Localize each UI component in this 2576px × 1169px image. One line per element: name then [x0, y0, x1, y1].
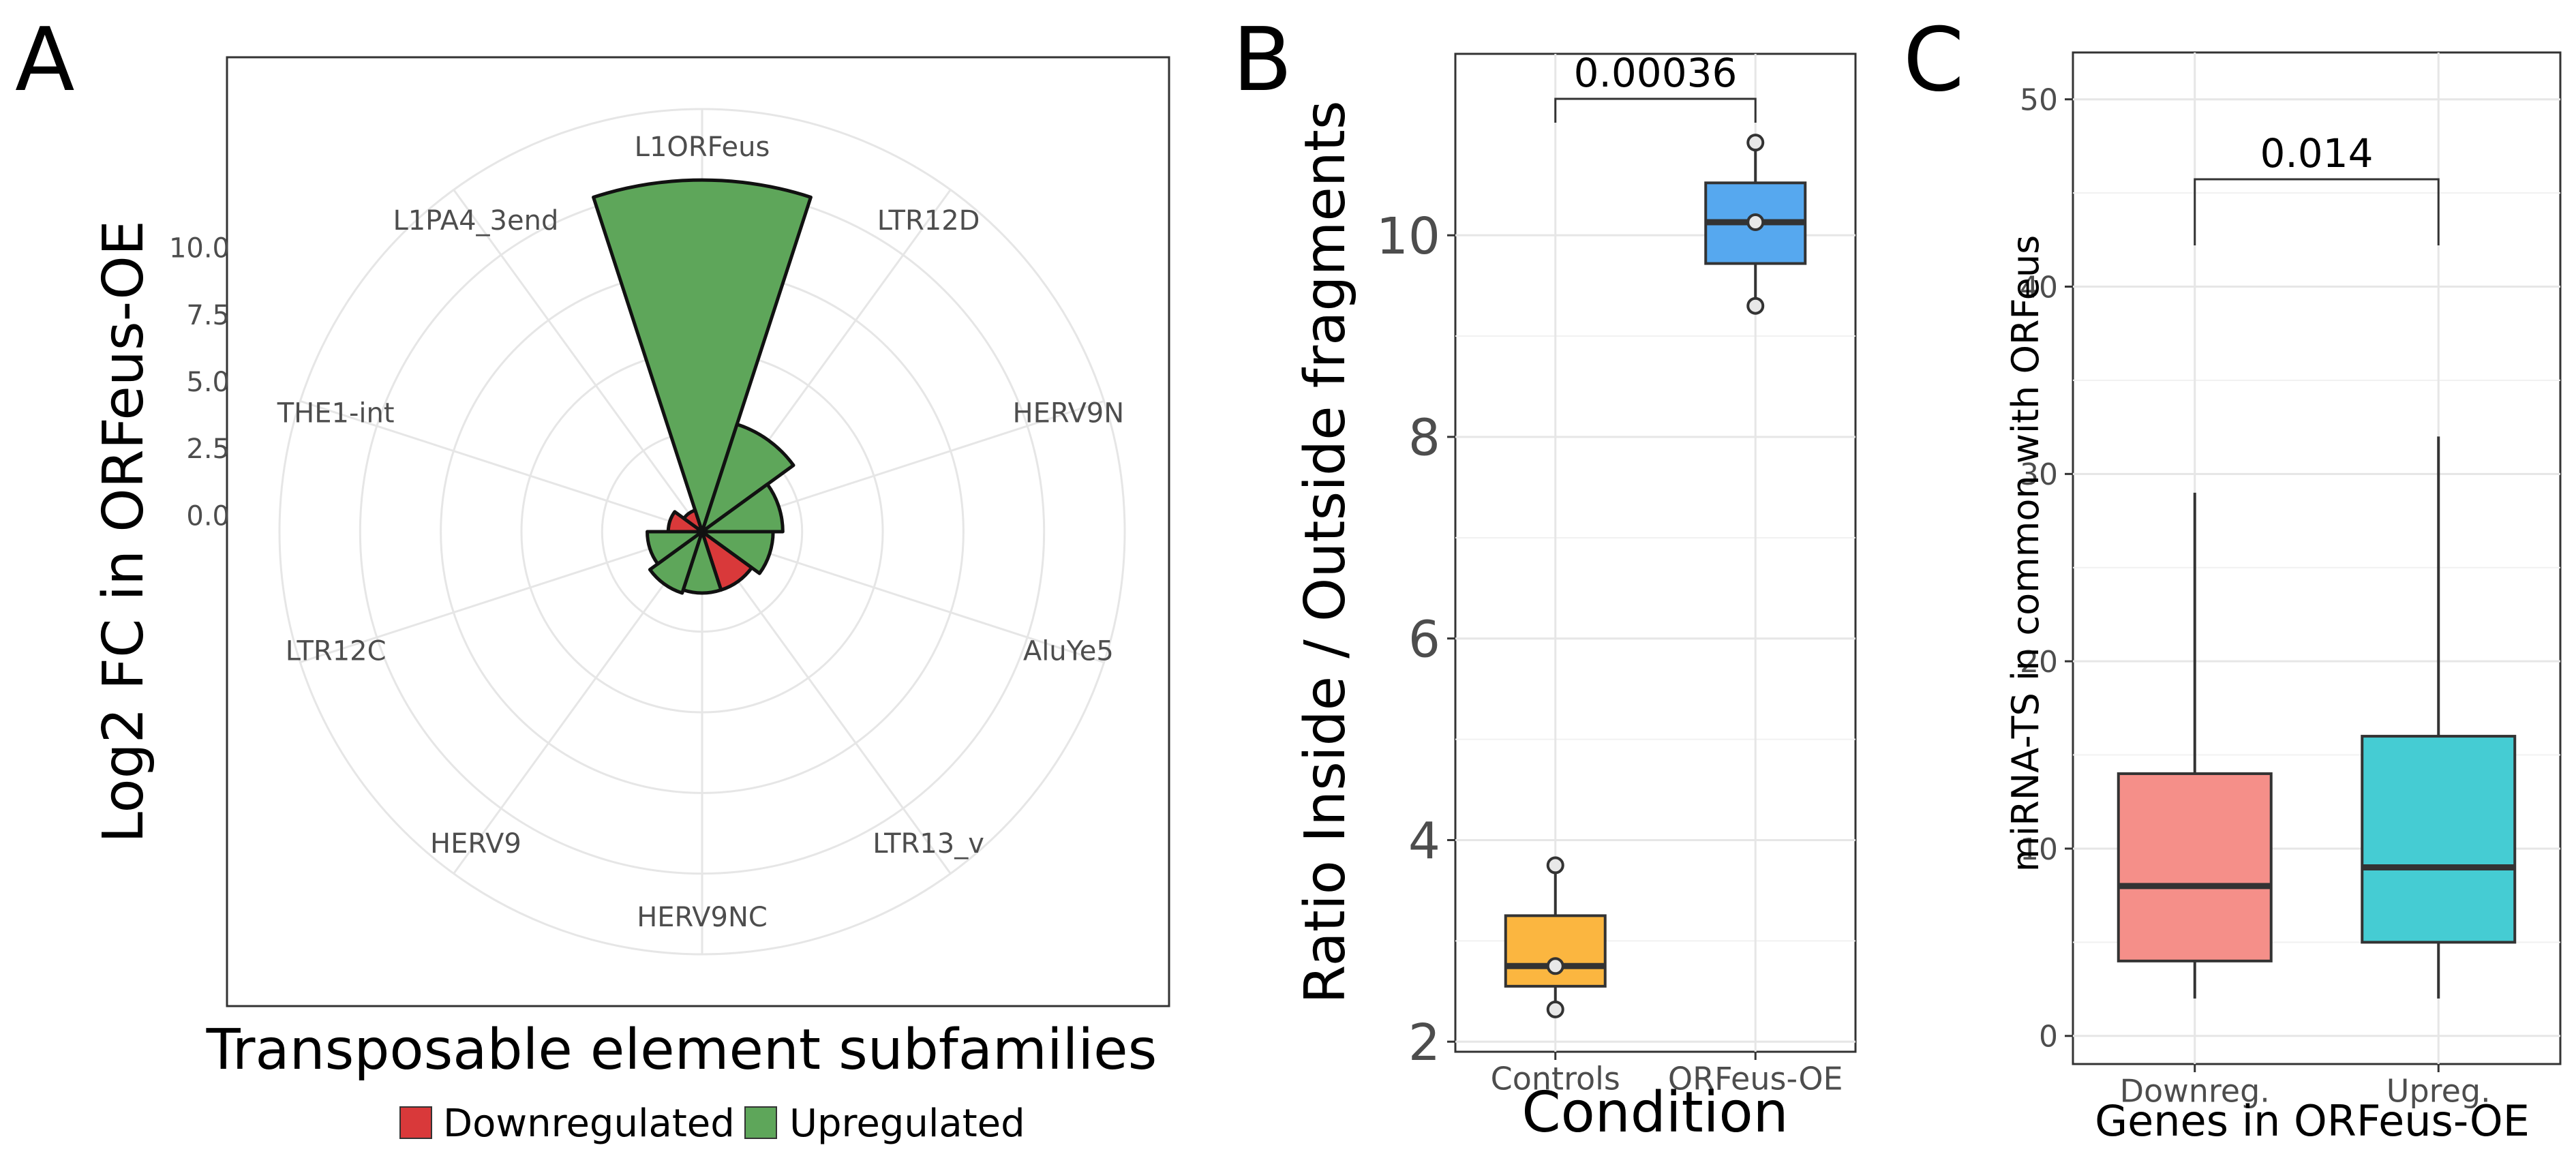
legend-label-upregulated: Upregulated: [789, 1102, 1025, 1146]
category-label: LTR13_v: [873, 828, 984, 860]
y-tick-label: 6: [1408, 610, 1440, 669]
polar-bar-ltr12d: [700, 422, 795, 534]
polar-bar-l1orfeus: [592, 178, 813, 534]
panel-c-y-ticks: 0 10 20 30 40 50: [2020, 83, 2073, 1054]
panel-a-x-axis-title: Transposable element subfamilies: [206, 1018, 1157, 1082]
data-point-controls: [1546, 957, 1564, 975]
y-tick-label: 2: [1408, 1014, 1440, 1072]
category-label: HERV9: [430, 828, 521, 860]
radial-tick-label: 2.5: [186, 434, 230, 465]
panel-c-x-ticks: Downreg. Upreg.: [2120, 1064, 2491, 1110]
category-label: LTR12D: [877, 205, 980, 237]
y-tick-label: 40: [2020, 270, 2058, 305]
panel-b: B 2 4 6 8 10 Controls ORFeus-OE 0.00036 Ratio…: [1232, 10, 1857, 1145]
polar-grid-spoke: [453, 189, 703, 532]
category-label: L1ORFeus: [635, 132, 770, 163]
x-tick-label: Controls: [1491, 1061, 1620, 1097]
category-labels: L1ORFeus LTR12D HERV9N AluYe5 LTR13_v HERV9NC…: [277, 132, 1124, 933]
y-tick-label: 4: [1408, 812, 1440, 870]
category-label: HERV9NC: [637, 902, 768, 933]
category-label: L1PA4_3end: [393, 205, 558, 237]
legend-label-downregulated: Downregulated: [443, 1102, 735, 1146]
polar-bar-aluye5: [700, 530, 775, 575]
panel-label-c: C: [1903, 10, 1964, 111]
radial-tick-label: 7.5: [186, 300, 230, 331]
legend-swatch-downregulated: [399, 1106, 432, 1139]
panel-b-x-axis-title: Condition: [1521, 1080, 1788, 1145]
polar-grid-spoke: [701, 531, 952, 875]
significance-bracket: [1554, 97, 1757, 123]
polar-bar-ltr12c: [646, 530, 704, 566]
panel-b-p-value: 0.00036: [1574, 50, 1738, 96]
data-point-controls: [1546, 856, 1564, 875]
y-tick-label: 0: [2039, 1020, 2058, 1054]
box-downreg-: [2117, 772, 2273, 962]
panel-b-y-ticks: 2 4 6 8 10: [1376, 207, 1455, 1072]
panel-b-x-ticks: Controls ORFeus-OE: [1491, 1052, 1843, 1097]
x-tick-label: Downreg.: [2120, 1073, 2270, 1110]
x-tick-label: ORFeus-OE: [1668, 1061, 1843, 1097]
polar-bar-herv9n: [700, 482, 785, 534]
panel-c-significance: 0.014: [2194, 130, 2440, 245]
polar-bar-herv9: [648, 530, 704, 595]
panel-a-y-axis-title: Log2 FC in ORFeus-OE: [91, 220, 156, 843]
panel-b-significance: 0.00036: [1554, 50, 1757, 123]
polar-grid-spoke: [299, 399, 703, 533]
panel-c-y-axis-title: miRNA-TS in common with ORFeus: [2004, 235, 2047, 872]
radial-tick-labels: 10.0 7.5 5.0 2.5 0.0: [169, 233, 230, 532]
legend-swatch-upregulated: [744, 1106, 777, 1139]
y-tick-label: 30: [2020, 457, 2058, 492]
polar-bars: [592, 178, 813, 595]
polar-grid-spoke: [299, 530, 703, 664]
x-tick-label: Upreg.: [2386, 1073, 2491, 1110]
polar-grid-spoke: [453, 531, 703, 875]
panel-b-y-axis-title: Ratio Inside / Outside fragments: [1293, 100, 1358, 1003]
y-tick-label: 10: [1376, 207, 1440, 266]
panel-c-p-value: 0.014: [2260, 130, 2373, 177]
significance-bracket: [2194, 178, 2440, 245]
radial-tick-label: 5.0: [186, 367, 230, 398]
panel-a: A 10.0 7.5 5.0 2.5 0.0 L1ORFeus LTR12D HERV9N A…: [15, 10, 1170, 1146]
y-tick-label: 20: [2020, 645, 2058, 680]
y-tick-label: 50: [2020, 83, 2058, 118]
panel-b-boxes: [1504, 134, 1807, 1018]
panel-label-b: B: [1232, 10, 1292, 111]
legend: Downregulated Upregulated: [399, 1102, 1025, 1146]
box-controls: [1504, 914, 1607, 988]
radial-tick-label: 0.0: [186, 500, 230, 532]
y-tick-label: 8: [1408, 409, 1440, 468]
category-label: HERV9N: [1012, 397, 1124, 429]
panel-c-x-axis-title: Genes in ORFeus-OE: [2095, 1096, 2530, 1146]
panel-c: C 0 10 20 30 40 50 Downreg. Upreg. 0.014 miRNA…: [1903, 10, 2562, 1146]
category-label: AluYe5: [1023, 636, 1114, 667]
panel-label-a: A: [15, 10, 75, 111]
y-tick-label: 10: [2020, 832, 2058, 867]
polar-bar-l1pa4-3end: [682, 508, 704, 534]
data-point-controls: [1546, 1000, 1564, 1018]
data-point-orfeus-oe: [1746, 297, 1765, 315]
panel-c-boxes: [2117, 436, 2517, 999]
box-upreg-: [2361, 735, 2517, 944]
category-label: LTR12C: [286, 636, 387, 667]
data-point-orfeus-oe: [1746, 134, 1765, 152]
radial-tick-label: 10.0: [169, 233, 230, 264]
category-label: THE1-int: [277, 397, 395, 429]
data-point-orfeus-oe: [1746, 213, 1765, 231]
